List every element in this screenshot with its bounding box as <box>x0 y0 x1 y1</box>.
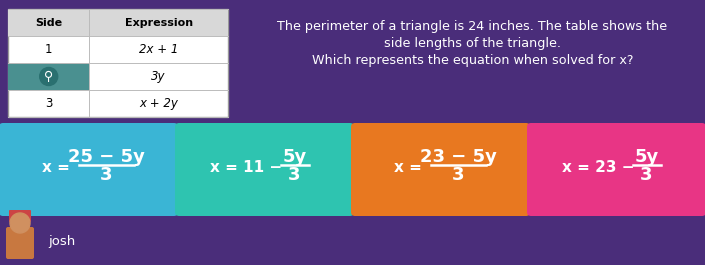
FancyBboxPatch shape <box>351 123 530 216</box>
Text: Expression: Expression <box>125 17 192 28</box>
FancyBboxPatch shape <box>8 9 228 36</box>
Circle shape <box>10 213 30 233</box>
Text: 5y: 5y <box>283 148 307 166</box>
Text: Side: Side <box>35 17 62 28</box>
Text: 25 − 5y: 25 − 5y <box>68 148 145 166</box>
Text: 23 − 5y: 23 − 5y <box>419 148 496 166</box>
FancyBboxPatch shape <box>9 210 31 222</box>
Text: 3: 3 <box>45 97 52 110</box>
Text: side lengths of the triangle.: side lengths of the triangle. <box>384 37 561 50</box>
Text: ⚲: ⚲ <box>44 70 54 83</box>
Text: 1: 1 <box>45 43 52 56</box>
Text: 3: 3 <box>288 166 301 184</box>
Text: x =: x = <box>394 160 427 175</box>
Text: 5y: 5y <box>634 148 658 166</box>
Text: x = 11 −: x = 11 − <box>210 160 283 175</box>
Text: 3: 3 <box>452 166 465 184</box>
Text: The perimeter of a triangle is 24 inches. The table shows the: The perimeter of a triangle is 24 inches… <box>278 20 668 33</box>
FancyBboxPatch shape <box>8 63 90 90</box>
Text: 2x + 1: 2x + 1 <box>139 43 178 56</box>
Text: 3: 3 <box>99 166 112 184</box>
FancyBboxPatch shape <box>8 9 228 117</box>
Text: josh: josh <box>48 236 75 249</box>
Text: 3y: 3y <box>152 70 166 83</box>
FancyBboxPatch shape <box>175 123 354 216</box>
FancyBboxPatch shape <box>527 123 705 216</box>
Text: Which represents the equation when solved for x?: Which represents the equation when solve… <box>312 54 633 67</box>
Text: 3: 3 <box>640 166 653 184</box>
FancyBboxPatch shape <box>6 227 34 259</box>
FancyBboxPatch shape <box>0 123 178 216</box>
Text: x = 23 −: x = 23 − <box>563 160 634 175</box>
Text: x + 2y: x + 2y <box>140 97 178 110</box>
Text: x =: x = <box>42 160 75 175</box>
Circle shape <box>39 68 58 86</box>
